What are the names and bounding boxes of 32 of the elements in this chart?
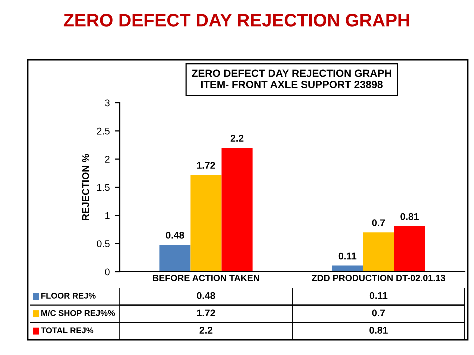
data-label: 0.7 (372, 310, 386, 317)
text: 2.2 (230, 135, 244, 142)
bar (394, 226, 426, 272)
x-tick-label: ZDD PRODUCTION DT-02.01.13 (312, 275, 446, 282)
data-label: 1.72 (197, 310, 216, 317)
data-label: 0.48 (197, 292, 216, 300)
y-tick-label: 3 (105, 100, 110, 107)
y-axis-title: REJECTION % (82, 154, 90, 220)
y-tick-label: 1 (106, 212, 110, 220)
bar (190, 175, 222, 272)
text: 0.11 (338, 252, 357, 260)
bar (363, 232, 394, 272)
y-tick-label: 1.5 (98, 184, 110, 192)
y-tick-label: 0 (105, 268, 110, 276)
x-tick-label: BEFORE ACTION TAKEN (153, 275, 260, 282)
y-tick-label: 2.5 (97, 128, 110, 135)
bar (222, 148, 253, 272)
text: 0.7 (372, 220, 386, 226)
y-tick-label: 2 (105, 156, 110, 163)
text: 1.72 (197, 162, 216, 169)
text: 0.48 (166, 232, 184, 239)
legend-label: M/C SHOP REJ%% (42, 310, 116, 316)
data-label: 2.2 (200, 327, 213, 334)
bar (160, 244, 191, 272)
chart-title: ZERO DEFECT DAY REJECTION GRAPH (64, 14, 410, 27)
legend-label: TOTAL REJ% (41, 328, 94, 334)
legend-label: FLOOR REJ% (42, 293, 96, 299)
data-label: 0.81 (370, 327, 388, 334)
text: 0.81 (400, 213, 419, 220)
y-tick-label: 0.5 (97, 240, 110, 248)
chart-subtitle: ZERO DEFECT DAY REJECTION GRAPH ITEM- FRONT AXLE SUPPORT 23898 (192, 70, 392, 88)
data-label: 0.11 (370, 292, 388, 300)
